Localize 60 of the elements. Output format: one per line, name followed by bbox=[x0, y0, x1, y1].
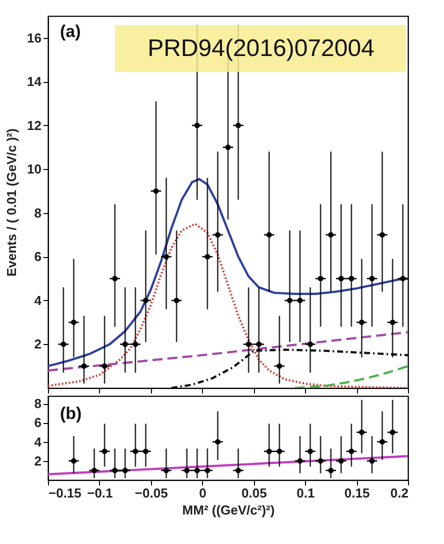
point bbox=[308, 342, 314, 347]
point bbox=[276, 363, 282, 369]
y-tick-label: 16 bbox=[27, 30, 42, 46]
y-tick-label: 2 bbox=[34, 336, 42, 352]
point bbox=[102, 363, 108, 369]
line-series bbox=[170, 348, 408, 388]
point bbox=[81, 363, 87, 369]
x-tick-label: −0.15 bbox=[48, 486, 82, 500]
point bbox=[369, 276, 375, 282]
x-tick-label: 0.1 bbox=[296, 486, 315, 500]
x-tick-label: 0.2 bbox=[390, 486, 408, 500]
point bbox=[236, 122, 242, 128]
point bbox=[338, 276, 344, 282]
x-axis-title: MM² ((GeV/c²)²) bbox=[182, 502, 275, 518]
y-tick-label: 8 bbox=[34, 205, 42, 220]
y-tick-label: 10 bbox=[27, 162, 42, 177]
x-tick-label: 0.15 bbox=[344, 486, 370, 500]
point bbox=[122, 342, 128, 347]
point bbox=[380, 232, 386, 238]
y-tick-label: 4 bbox=[34, 292, 42, 308]
point bbox=[60, 342, 66, 347]
point bbox=[318, 276, 324, 282]
x-tick-label: −0.05 bbox=[134, 486, 168, 500]
y-tick-label: 6 bbox=[34, 249, 42, 264]
y-tick-label: 8 bbox=[34, 396, 42, 412]
point bbox=[153, 188, 159, 194]
point bbox=[225, 144, 231, 150]
point bbox=[70, 320, 76, 326]
point bbox=[390, 320, 396, 326]
point bbox=[132, 342, 138, 347]
y-tick-label: 2 bbox=[34, 453, 42, 468]
point bbox=[348, 276, 354, 282]
point bbox=[164, 254, 170, 260]
point bbox=[214, 232, 220, 238]
y-tick-label: 14 bbox=[27, 74, 42, 90]
annotation: PRD94(2016)072004 bbox=[148, 35, 374, 62]
point bbox=[400, 276, 406, 282]
point bbox=[328, 232, 334, 238]
annotation: (b) bbox=[60, 404, 82, 423]
point bbox=[256, 342, 262, 347]
point bbox=[204, 254, 210, 260]
x-tick-label: −0.1 bbox=[87, 486, 113, 500]
y-axis-title: Events / ( 0.01 (GeV/c )²) bbox=[4, 128, 20, 277]
annotation: (a) bbox=[60, 22, 81, 41]
point bbox=[286, 298, 292, 304]
x-tick-label: 0 bbox=[199, 486, 206, 500]
point bbox=[112, 276, 118, 282]
point bbox=[194, 122, 200, 128]
x-tick-label: 0.05 bbox=[242, 486, 267, 500]
point bbox=[266, 232, 272, 238]
point bbox=[297, 298, 303, 304]
point bbox=[246, 342, 252, 347]
y-tick-label: 12 bbox=[27, 118, 42, 133]
line-series bbox=[294, 365, 408, 388]
y-tick-label: 6 bbox=[34, 415, 42, 430]
line-series bbox=[48, 178, 408, 368]
point bbox=[174, 298, 180, 304]
y-tick-label: 4 bbox=[34, 434, 42, 450]
point bbox=[358, 320, 364, 326]
point bbox=[142, 298, 148, 304]
